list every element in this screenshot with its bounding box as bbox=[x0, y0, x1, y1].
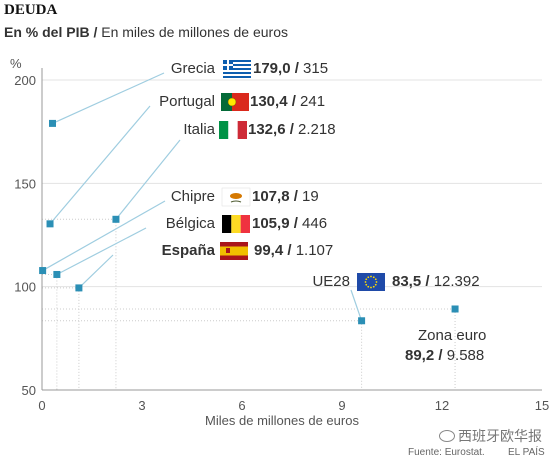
portugal-flag-icon bbox=[221, 93, 249, 111]
x-tick-label: 12 bbox=[435, 398, 449, 413]
label-value-portugal: 130,4 / 241 bbox=[250, 93, 325, 110]
eu-flag-icon bbox=[357, 273, 385, 291]
footer: 西班牙欧华报 Fuente: Eurostat. EL PAÍS bbox=[0, 426, 550, 461]
leader-chipre bbox=[42, 200, 166, 272]
label-name-ue28: UE28 bbox=[312, 273, 350, 290]
italy-flag-icon bbox=[219, 121, 247, 139]
leader-grecia bbox=[52, 72, 165, 124]
chart-title: DEUDA bbox=[4, 2, 58, 18]
scatter-chart: 50 100 150 200 0 3 6 9 12 15% Miles de millones de… bbox=[10, 56, 549, 426]
point-espana bbox=[75, 284, 83, 292]
data-points bbox=[39, 119, 459, 325]
point-portugal bbox=[46, 220, 54, 228]
y-tick-label: 50 bbox=[22, 383, 36, 398]
label-value-belgica: 105,9 / 446 bbox=[252, 215, 327, 232]
label-name-portugal: Portugal bbox=[159, 93, 215, 110]
label-name-belgica: Bélgica bbox=[166, 215, 216, 232]
leader-espana bbox=[78, 254, 114, 289]
subtitle-strong: En % del PIB / bbox=[4, 24, 98, 40]
spain-flag-icon bbox=[220, 242, 248, 260]
x-tick-label: 0 bbox=[38, 398, 45, 413]
leader-italia bbox=[115, 139, 181, 220]
point-ue28 bbox=[358, 317, 366, 325]
cyprus-flag-icon bbox=[221, 187, 251, 207]
point-chipre bbox=[39, 267, 47, 275]
label-name-zona_euro: Zona euro bbox=[418, 327, 486, 344]
grid bbox=[42, 79, 542, 288]
label-value-chipre: 107,8 / 19 bbox=[252, 188, 319, 205]
y-axis-title: % bbox=[10, 56, 22, 71]
x-tick-label: 6 bbox=[238, 398, 245, 413]
label-value-grecia: 179,0 / 315 bbox=[253, 60, 328, 77]
label-name-espana: España bbox=[162, 242, 216, 259]
label-value-espana: 99,4 / 1.107 bbox=[254, 242, 333, 259]
point-grecia bbox=[49, 119, 56, 127]
axes: 50 100 150 200 0 3 6 9 12 15% Miles de millones de… bbox=[10, 56, 549, 426]
label-value-ue28: 83,5 / 12.392 bbox=[392, 273, 480, 290]
leader-portugal bbox=[49, 105, 151, 225]
y-tick-label: 200 bbox=[14, 73, 36, 88]
watermark: 西班牙欧华报 bbox=[439, 426, 542, 446]
y-tick-label: 100 bbox=[14, 280, 36, 295]
chart-subtitle: En % del PIB / En miles de millones de e… bbox=[4, 24, 288, 40]
belgium-flag-icon bbox=[222, 215, 250, 233]
label-value-italia: 132,6 / 2.218 bbox=[248, 121, 336, 138]
point-italia bbox=[112, 215, 120, 223]
subtitle-rest: En miles de millones de euros bbox=[97, 24, 289, 40]
source-note: Fuente: Eurostat. bbox=[408, 447, 485, 458]
wechat-icon bbox=[439, 430, 455, 442]
label-name-italia: Italia bbox=[183, 121, 215, 138]
leader-lines bbox=[42, 72, 363, 321]
point-belgica bbox=[53, 270, 61, 278]
y-tick-label: 150 bbox=[14, 176, 36, 191]
x-tick-label: 9 bbox=[338, 398, 345, 413]
label-value-zona_euro: 89,2 / 9.588 bbox=[405, 347, 484, 364]
brand-note: EL PAÍS bbox=[508, 447, 545, 458]
leader-ue28 bbox=[350, 289, 363, 321]
leader-belgica bbox=[56, 227, 147, 276]
greece-flag-icon bbox=[223, 60, 251, 78]
label-name-chipre: Chipre bbox=[171, 188, 215, 205]
x-tick-label: 15 bbox=[535, 398, 549, 413]
point-zona_euro bbox=[451, 305, 459, 313]
x-axis-title: Miles de millones de euros bbox=[205, 413, 359, 426]
watermark-text: 西班牙欧华报 bbox=[458, 429, 542, 445]
data-labels: Grecia 179,0 / 315 Portugal 130,4 / 241 Ital… bbox=[159, 60, 486, 364]
label-name-grecia: Grecia bbox=[171, 60, 216, 77]
x-tick-label: 3 bbox=[138, 398, 145, 413]
guide-lines bbox=[42, 218, 456, 390]
